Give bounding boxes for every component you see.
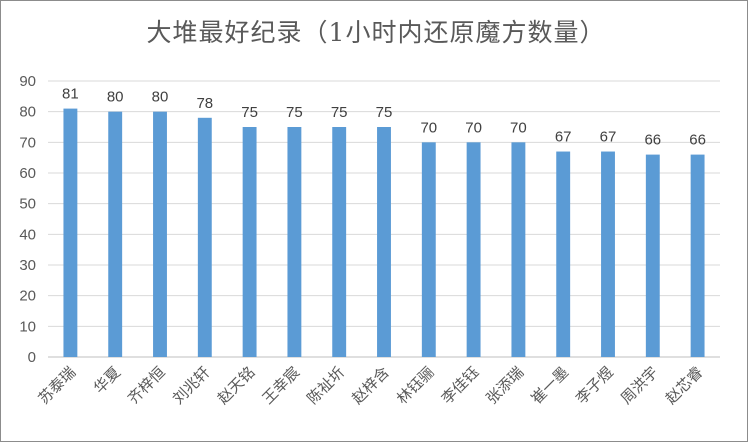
y-axis: 0 10 20 30 40 50 60 70 80 90: [19, 73, 36, 366]
x-tick-label: 崔一墨: [527, 363, 572, 408]
y-tick-label: 70: [19, 134, 36, 151]
y-tick-label: 90: [19, 73, 36, 90]
x-tick-label: 李佳钰: [438, 363, 483, 408]
data-label: 80: [152, 89, 169, 106]
data-label: 67: [555, 129, 572, 146]
x-tick-label: 王幸宸: [259, 363, 304, 408]
data-label: 75: [331, 104, 348, 121]
data-label: 67: [600, 129, 617, 146]
data-label: 80: [107, 89, 124, 106]
x-tick-label: 苏泰瑞: [35, 363, 80, 408]
data-label: 70: [465, 119, 482, 136]
bar: [511, 142, 526, 357]
bar: [556, 151, 571, 357]
y-tick-label: 40: [19, 226, 36, 243]
x-tick-label: 赵天铭: [214, 363, 259, 408]
x-tick-label: 赵梓含: [348, 363, 393, 408]
y-tick-label: 20: [19, 288, 36, 305]
bar: [197, 117, 212, 357]
y-tick-label: 0: [28, 349, 36, 366]
bar: [287, 127, 302, 357]
data-label: 70: [420, 119, 437, 136]
y-tick-label: 10: [19, 318, 36, 335]
bar: [242, 127, 257, 357]
y-tick-label: 50: [19, 196, 36, 213]
x-tick-label: 张添瑞: [483, 363, 528, 408]
bar: [108, 111, 123, 358]
data-label: 75: [376, 104, 393, 121]
x-tick-label: 陈祉圻: [303, 363, 348, 408]
bar: [153, 111, 167, 358]
x-tick-label: 赵芯睿: [662, 363, 707, 408]
data-labels: 81 80 80 78 75 75 75 75 70 70 70 67 67 66 66: [62, 86, 706, 149]
data-label: 81: [62, 86, 79, 103]
data-label: 66: [689, 132, 706, 149]
y-tick-label: 80: [19, 104, 36, 121]
bar: [421, 142, 436, 357]
x-axis: 苏泰瑞 华夏 齐梓恒 刘兆轩 赵天铭 王幸宸 陈祉圻 赵梓含 林钰骊 李佳钰 张添瑞 崔一墨 李子煜 周洪…: [35, 363, 707, 408]
bar: [645, 154, 660, 357]
y-tick-label: 30: [19, 257, 36, 274]
bar: [332, 127, 347, 357]
chart-title: 大堆最好纪录（1小时内还原魔方数量）: [146, 18, 606, 47]
x-tick-label: 林钰骊: [393, 363, 438, 408]
x-tick-label: 李子煜: [572, 363, 617, 408]
y-tick-label: 60: [19, 165, 36, 182]
x-tick-label: 华夏: [90, 363, 124, 397]
x-tick-label: 周洪宇: [617, 363, 662, 408]
bar: [690, 154, 705, 357]
data-label: 78: [196, 95, 213, 112]
bar: [466, 142, 481, 357]
x-tick-label: 刘兆轩: [169, 363, 214, 408]
bars: [63, 108, 705, 358]
x-tick-label: 齐梓恒: [124, 363, 169, 408]
data-label: 75: [241, 104, 258, 121]
bar: [63, 108, 78, 357]
bar: [601, 151, 615, 357]
data-label: 70: [510, 119, 527, 136]
data-label: 75: [286, 104, 303, 121]
data-label: 66: [644, 132, 661, 149]
bar: [377, 127, 391, 357]
